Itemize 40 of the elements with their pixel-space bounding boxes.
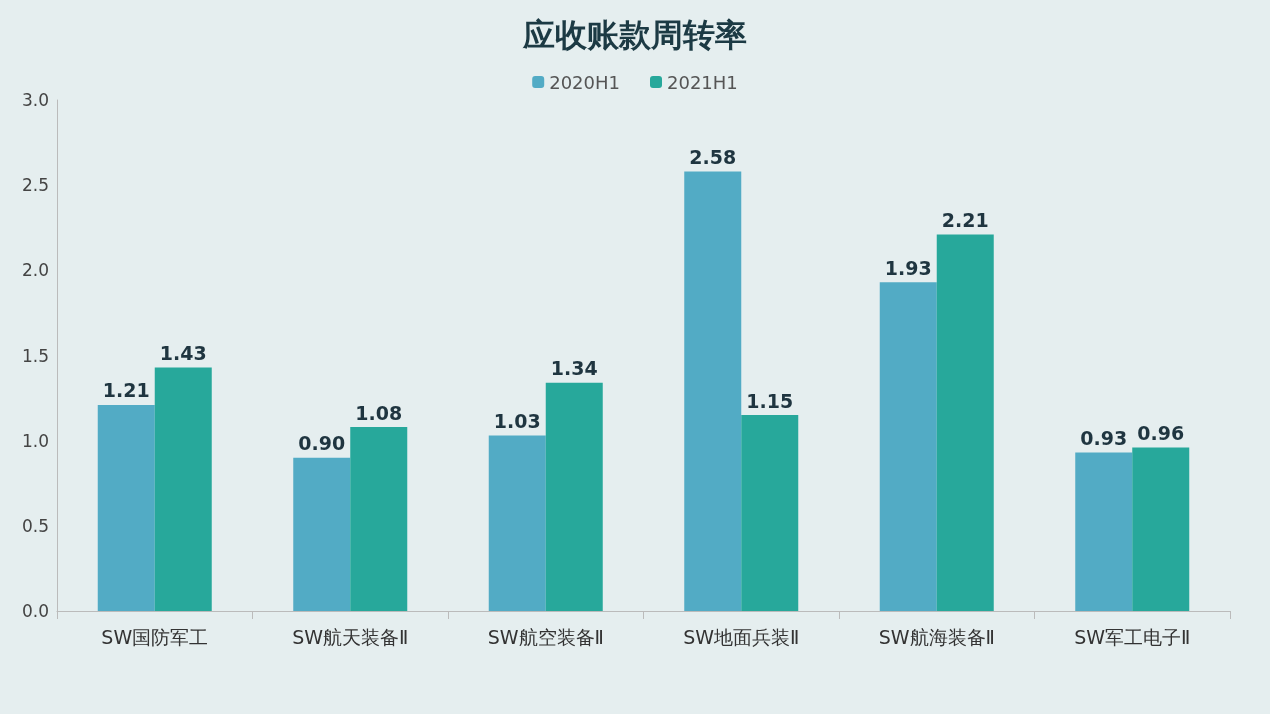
data-label: 2.21	[941, 209, 989, 232]
data-label: 2.58	[689, 146, 737, 169]
legend-label: 2021H1	[667, 71, 738, 93]
bar	[684, 171, 742, 611]
legend-label: 2020H1	[549, 71, 620, 93]
bar	[154, 367, 212, 611]
bar	[545, 382, 603, 611]
y-tick-label: 2.0	[21, 260, 49, 281]
x-tick-label: SW航空装备Ⅱ	[487, 625, 604, 648]
data-label: 1.93	[884, 256, 932, 279]
y-tick-label: 2.5	[21, 175, 49, 196]
data-label: 0.93	[1080, 427, 1128, 450]
x-tick-label: SW地面兵装Ⅱ	[683, 625, 800, 648]
data-label: 1.15	[746, 389, 794, 412]
bar	[1075, 452, 1133, 611]
chart-title: 应收账款周转率	[522, 16, 747, 54]
bar	[293, 457, 351, 611]
bar	[1132, 447, 1190, 611]
data-label: 0.90	[298, 432, 346, 455]
data-label: 1.03	[493, 410, 541, 433]
data-label: 0.96	[1137, 421, 1185, 444]
bar	[741, 415, 799, 611]
y-tick-label: 3.0	[21, 90, 49, 110]
x-tick-label: SW航海装备Ⅱ	[878, 625, 995, 648]
y-tick-label: 1.5	[21, 345, 49, 366]
x-tick-label: SW军工电子Ⅱ	[1074, 625, 1191, 648]
bar	[97, 404, 155, 611]
data-label: 1.34	[550, 357, 598, 380]
data-label: 1.21	[102, 379, 150, 402]
bar	[879, 282, 937, 611]
y-tick-label: 0.5	[21, 515, 49, 536]
bar	[936, 234, 994, 611]
bar	[350, 427, 408, 611]
y-tick-label: 1.0	[21, 430, 49, 451]
x-tick-label: SW航天装备Ⅱ	[292, 625, 409, 648]
data-label: 1.43	[159, 341, 207, 364]
y-tick-label: 0.0	[21, 601, 49, 621]
x-tick-label: SW国防军工	[101, 625, 209, 648]
data-label: 1.08	[355, 401, 403, 424]
bar	[488, 435, 546, 611]
